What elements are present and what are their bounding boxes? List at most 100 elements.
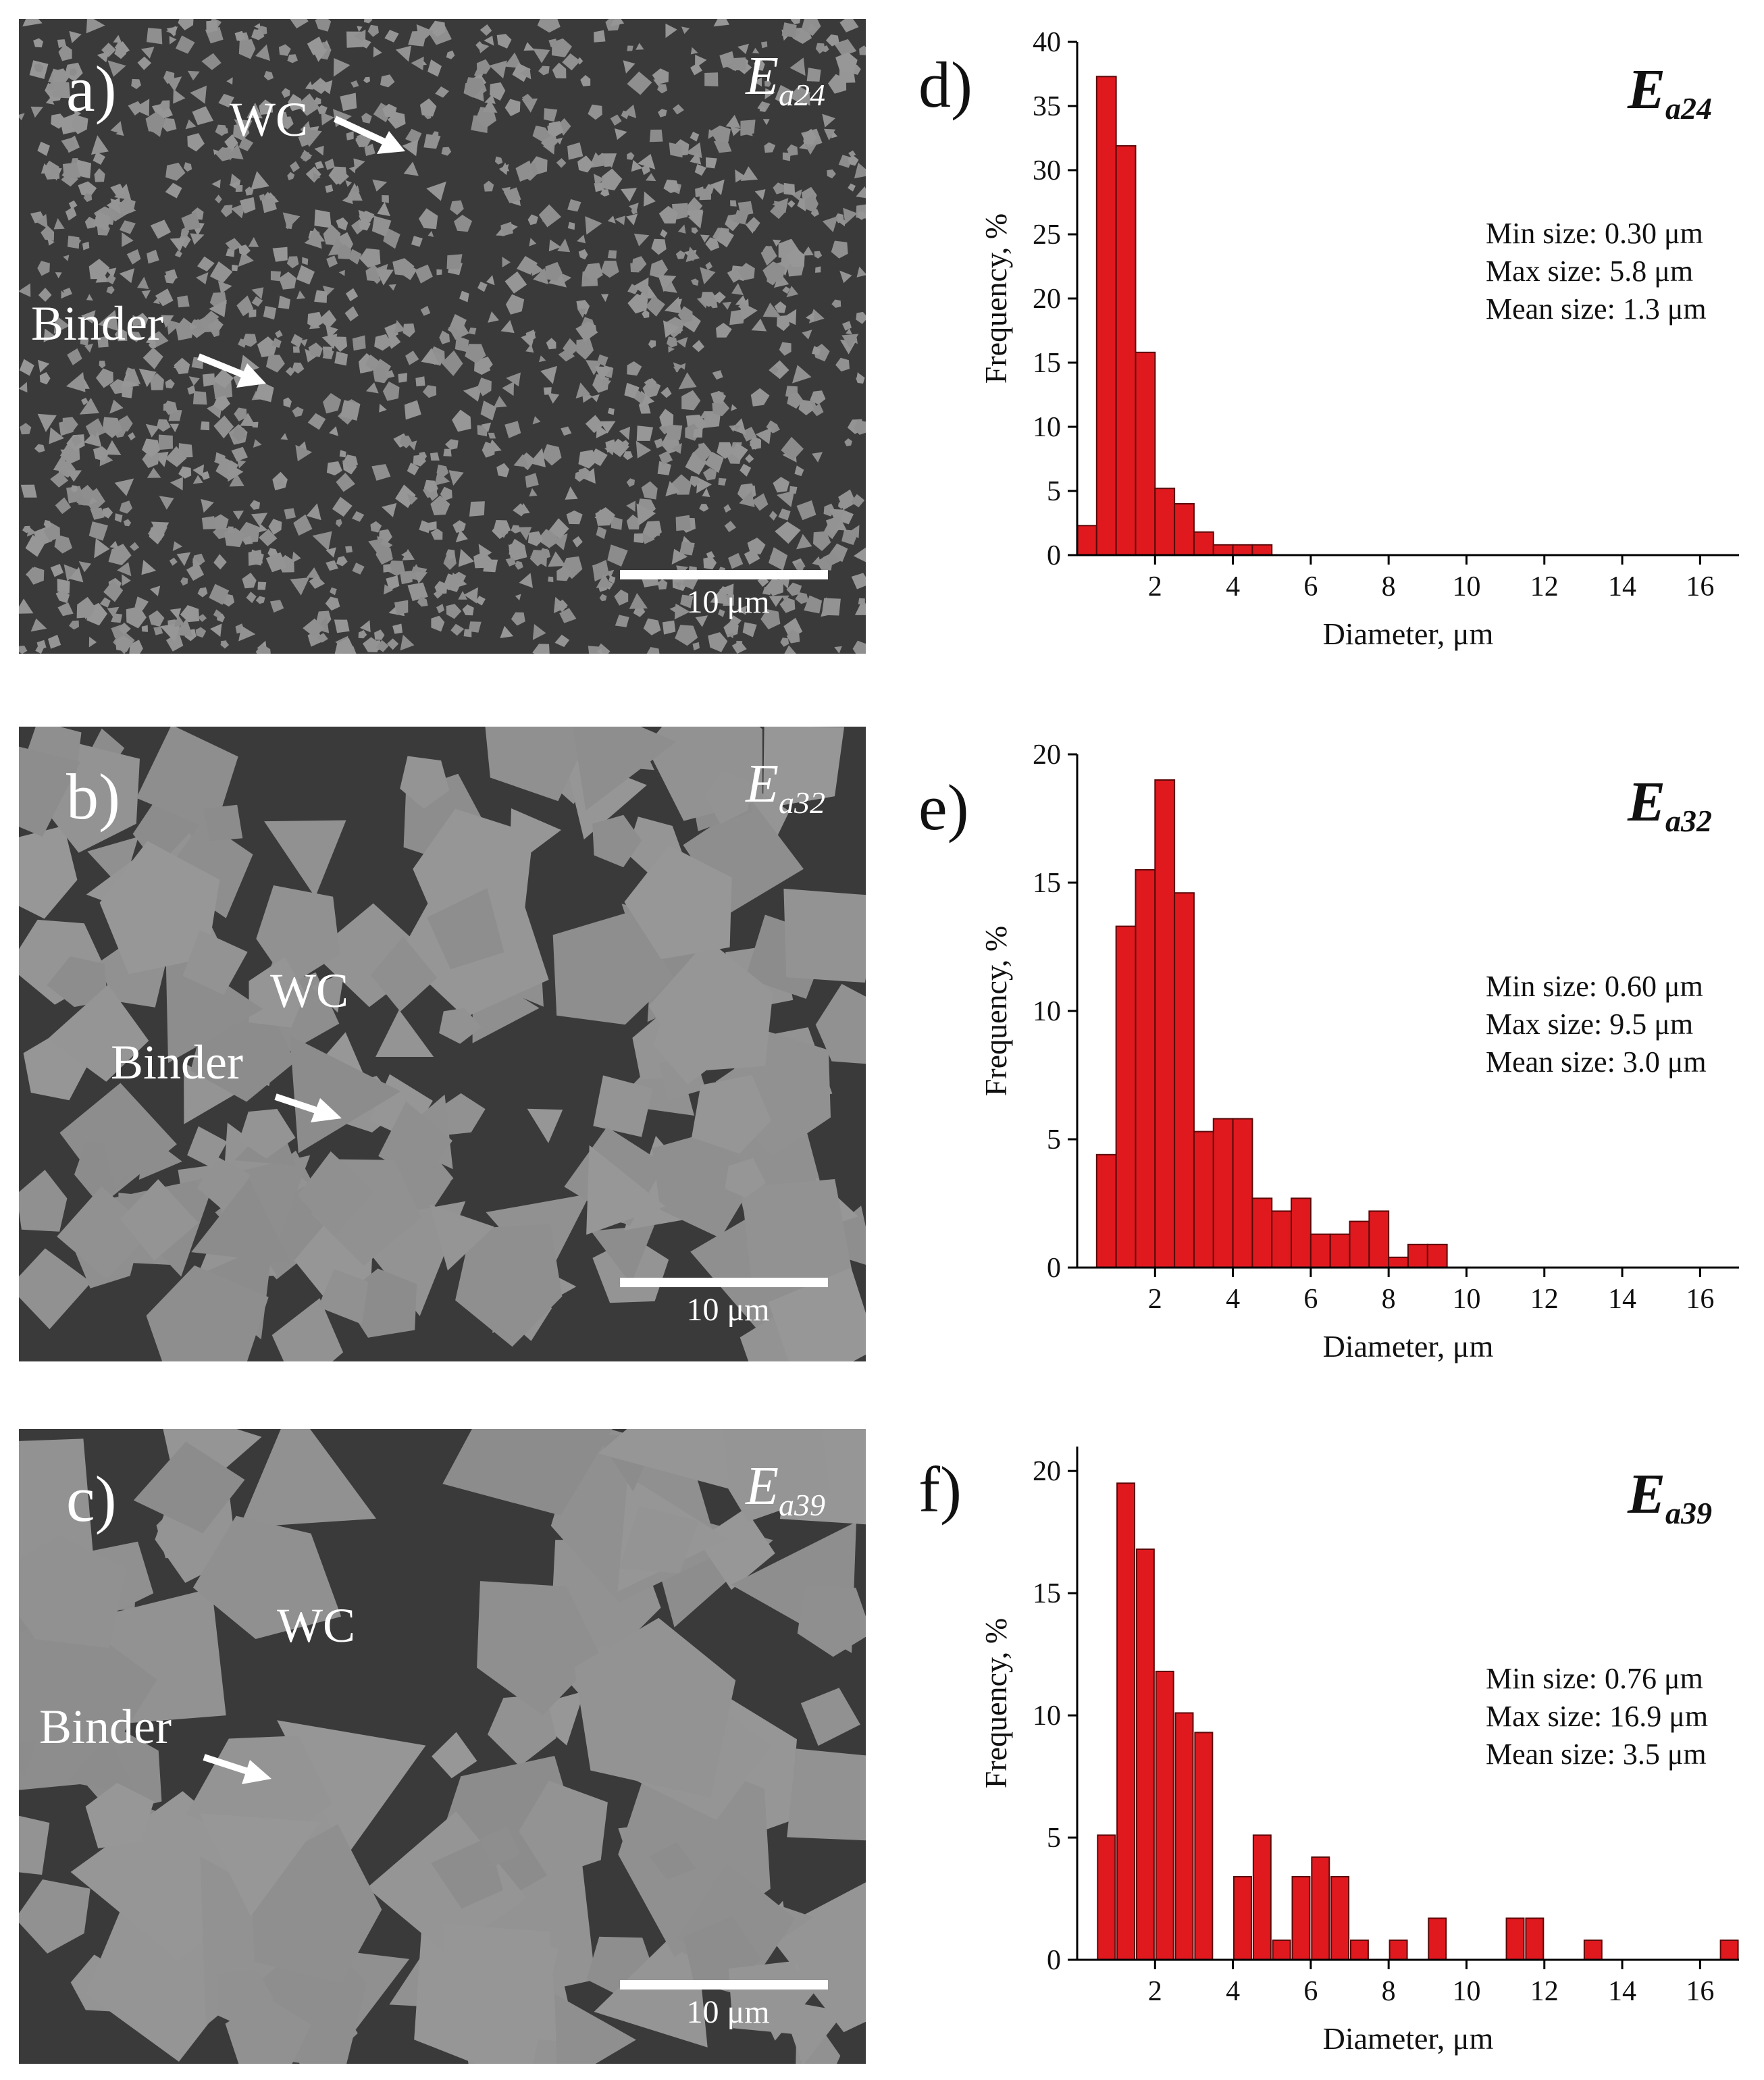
chart-title: Ea39	[1627, 1463, 1712, 1530]
wc-grain	[667, 336, 678, 348]
wc-grain	[379, 403, 387, 413]
wc-grain	[577, 155, 594, 173]
wc-grain	[201, 516, 215, 529]
wc-grain	[436, 604, 444, 614]
wc-grain	[176, 552, 191, 567]
wc-grain	[211, 179, 221, 188]
wc-grain	[175, 35, 195, 54]
wc-grain	[394, 319, 406, 334]
wc-grain	[334, 351, 348, 366]
wc-grain	[367, 24, 379, 37]
wc-grain	[192, 106, 213, 126]
wc-grain	[700, 267, 716, 285]
wc-grain	[297, 1151, 375, 1236]
wc-grain	[798, 399, 814, 415]
micrograph-texture	[19, 1429, 866, 2064]
bar	[1309, 1233, 1331, 1268]
wc-grain	[561, 426, 572, 436]
wc-grain	[692, 642, 700, 651]
wc-grain	[506, 372, 521, 387]
binder-label-a: Binder	[31, 296, 163, 350]
wc-grain	[378, 1101, 452, 1182]
wc-grain	[554, 599, 568, 613]
micrograph-a: a) Ea24 WC Binder 10 μm	[19, 19, 866, 654]
wc-grain	[192, 475, 203, 484]
wc-grain	[413, 454, 427, 467]
wc-grain	[627, 152, 635, 160]
wc-grain	[19, 283, 31, 297]
wc-grain	[769, 511, 777, 521]
wc-grain	[823, 128, 835, 140]
wc-grain	[161, 118, 177, 132]
wc-grain	[201, 498, 214, 513]
wc-grain	[731, 404, 737, 411]
wc-grain	[704, 411, 721, 428]
wc-grain	[781, 309, 797, 326]
wc-grain	[345, 180, 352, 187]
wc-grain	[94, 538, 110, 558]
wc-grain	[103, 1140, 145, 1187]
wc-grain	[694, 442, 712, 463]
wc-grain	[90, 135, 109, 155]
wc-grain	[290, 334, 303, 348]
wc-grain	[710, 391, 727, 405]
wc-grain	[224, 527, 246, 548]
wc-grain	[432, 131, 439, 138]
wc-grain	[301, 128, 322, 147]
wc-grain	[843, 207, 858, 225]
wc-grain	[430, 1204, 494, 1271]
binder-label-b: Binder	[111, 1035, 243, 1089]
wc-grain	[764, 142, 776, 153]
wc-grain	[645, 296, 665, 317]
wc-grain	[519, 1780, 608, 1878]
wc-grain	[783, 182, 796, 196]
wc-grain	[332, 169, 349, 185]
x-tick-label: 6	[1303, 1284, 1318, 1315]
wc-grain	[178, 19, 194, 30]
x-tick-label: 12	[1530, 1284, 1559, 1315]
wc-grain	[290, 19, 309, 29]
wc-grain	[149, 586, 161, 596]
sample-name-a: Ea24	[746, 47, 825, 112]
wc-grain	[402, 548, 415, 561]
bar	[1212, 1118, 1234, 1268]
wc-grain	[615, 215, 625, 226]
wc-grain	[235, 185, 243, 192]
wc-grain	[34, 444, 45, 453]
wc-grain	[88, 259, 110, 280]
wc-grain	[269, 600, 284, 613]
wc-grain	[395, 45, 411, 62]
wc-grain	[577, 234, 586, 244]
wc-grain	[203, 373, 215, 387]
bar	[1095, 76, 1117, 556]
wc-grain	[19, 1815, 50, 1875]
y-tick-label: 15	[1033, 868, 1061, 899]
wc-grain	[106, 286, 115, 294]
chart-title: Ea32	[1627, 771, 1712, 838]
bar	[1349, 1940, 1369, 1960]
wc-grain	[592, 814, 642, 868]
wc-grain	[562, 53, 581, 71]
wc-grain	[626, 213, 638, 226]
wc-grain	[187, 385, 196, 395]
wc-grain	[37, 261, 50, 276]
wc-grain	[403, 161, 419, 176]
wc-grain	[841, 334, 859, 348]
wc-grain	[643, 618, 661, 635]
wc-grain	[255, 596, 265, 604]
wc-grain	[81, 397, 88, 406]
bar	[1097, 1834, 1116, 1961]
wc-grain	[515, 594, 521, 601]
wc-grain	[810, 403, 824, 417]
wc-grain	[626, 478, 635, 488]
wc-grain	[93, 151, 105, 165]
y-tick-label: 0	[1047, 540, 1061, 571]
wc-grain	[86, 427, 99, 437]
bar	[1155, 1670, 1174, 1960]
wc-grain	[382, 381, 400, 401]
wc-grain	[509, 538, 527, 561]
wc-grain	[296, 265, 315, 285]
wc-grain	[548, 518, 569, 539]
wc-grain	[314, 209, 332, 228]
wc-grain	[777, 315, 790, 332]
